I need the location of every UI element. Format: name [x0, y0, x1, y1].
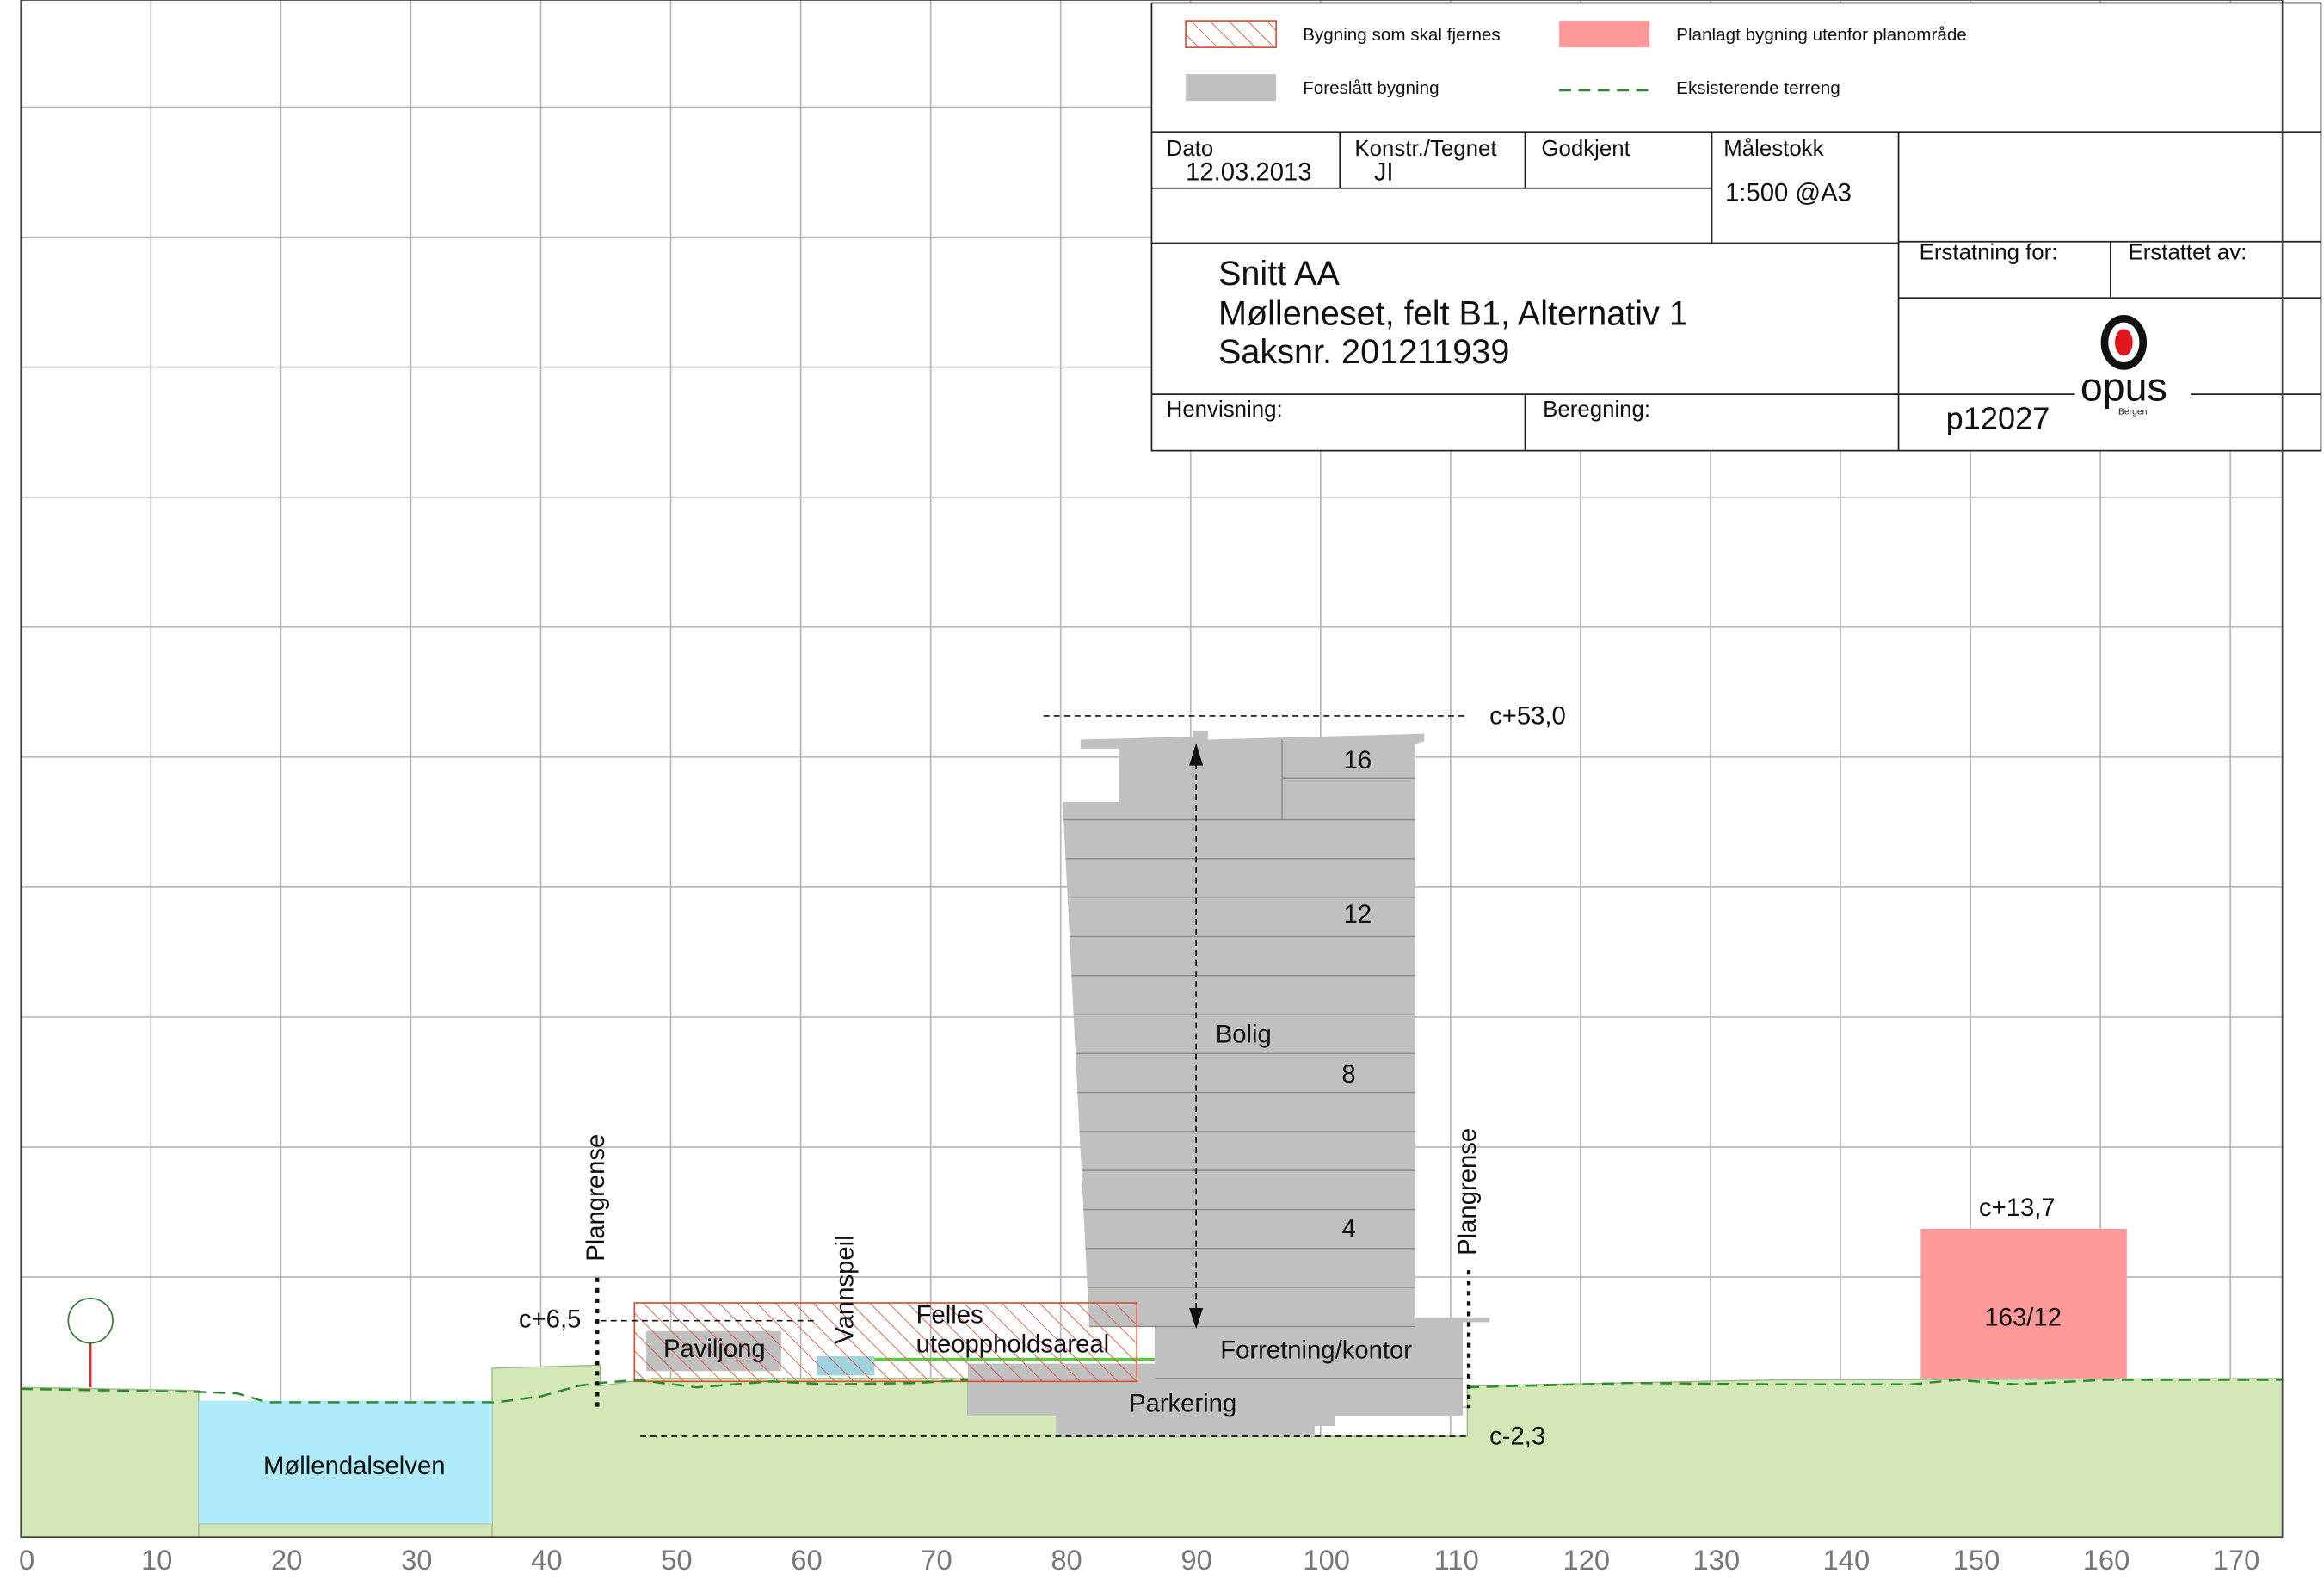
x-tick-label: 0	[19, 1544, 34, 1576]
residential-label: Bolig	[1216, 1021, 1272, 1049]
floor-number: 16	[1344, 746, 1372, 774]
legend-label: Foreslått bygning	[1303, 78, 1439, 98]
legend-gray	[1186, 74, 1277, 102]
field-value: JI	[1374, 157, 1394, 186]
removed-building	[633, 1302, 1138, 1383]
legend-label: Bygning som skal fjernes	[1303, 25, 1501, 45]
height-arrow	[1189, 743, 1204, 1330]
legend-label: Eksisterende terreng	[1676, 78, 1840, 98]
field-label: Erstattet av:	[2129, 240, 2247, 264]
parking-label: Parkering	[1129, 1390, 1236, 1418]
legend-label: Planlagt bygning utenfor planområde	[1676, 25, 1967, 45]
floor-number: 4	[1341, 1214, 1355, 1243]
field-label: Henvisning:	[1167, 398, 1283, 422]
field-value: 12.03.2013	[1186, 157, 1311, 186]
drawing-title: Snitt AA	[1218, 255, 1340, 293]
common-area-label: uteoppholdsareal	[916, 1330, 1110, 1359]
level-label: c+6,5	[519, 1305, 581, 1333]
river	[198, 1400, 492, 1524]
x-tick-label: 80	[1051, 1544, 1082, 1576]
level-label: c-2,3	[1489, 1422, 1545, 1450]
field-value: 1:500 @A3	[1725, 178, 1852, 207]
podium	[967, 1318, 1490, 1437]
x-axis: 0 10 20 30 40 50 60 70 80 90 100 110 120 130 140 150 160…	[19, 1544, 2259, 1576]
x-tick-label: 90	[1180, 1544, 1211, 1576]
legend-hatch	[1185, 20, 1277, 48]
neighbour-level: c+13,7	[1979, 1194, 2056, 1222]
x-tick-label: 40	[531, 1544, 562, 1576]
field-label: Målestokk	[1723, 137, 1823, 161]
field-label: Dato	[1167, 137, 1214, 161]
floor-number: 12	[1344, 900, 1372, 929]
x-tick-label: 50	[661, 1544, 692, 1576]
x-tick-label: 70	[921, 1544, 952, 1576]
x-tick-label: 120	[1563, 1544, 1611, 1576]
tower	[1063, 731, 1425, 1327]
plan-boundary-label: Plangrense	[1453, 1128, 1482, 1256]
x-tick-label: 130	[1693, 1544, 1741, 1576]
level-label: c+53,0	[1489, 701, 1566, 730]
x-tick-label: 140	[1823, 1544, 1871, 1576]
floor-number: 8	[1341, 1060, 1355, 1089]
x-tick-label: 30	[401, 1544, 432, 1576]
x-tick-label: 150	[1953, 1544, 2000, 1576]
x-tick-label: 60	[791, 1544, 822, 1576]
x-tick-label: 10	[141, 1544, 172, 1576]
tree	[67, 1297, 114, 1388]
drawing-title: Saksnr. 201211939	[1218, 333, 1509, 371]
x-tick-label: 170	[2213, 1544, 2260, 1576]
x-tick-label: 100	[1303, 1544, 1350, 1576]
project-number: p12027	[1946, 401, 2050, 436]
logo-text: opus	[2081, 364, 2167, 409]
title-block	[1150, 2, 2322, 452]
x-tick-label: 160	[2083, 1544, 2130, 1576]
plan-boundary-label: Plangrense	[582, 1134, 610, 1262]
legend-pink	[1559, 21, 1650, 48]
logo-sub: Bergen	[2118, 408, 2148, 417]
field-label: Konstr./Tegnet	[1354, 137, 1496, 161]
frame	[20, 0, 2284, 1539]
river-label: Møllendalselven	[263, 1452, 445, 1480]
field-label: Beregning:	[1543, 398, 1650, 422]
neighbour-label: 163/12	[1984, 1304, 2062, 1332]
common-area-label: Felles	[916, 1300, 983, 1329]
field-label: Erstatning for:	[1920, 240, 2058, 264]
x-tick-label: 110	[1434, 1544, 1479, 1576]
existing-terrain	[21, 1379, 2283, 1404]
field-label: Godkjent	[1541, 137, 1630, 161]
x-tick-label: 20	[271, 1544, 302, 1576]
water-mirror-label: Vannspeil	[830, 1235, 859, 1343]
neighbour-building	[1920, 1228, 2127, 1379]
pavilion-label: Paviljong	[663, 1335, 766, 1363]
logo: opus Bergen	[2081, 315, 2167, 417]
floor-lines	[1063, 818, 1416, 1328]
commercial-label: Forretning/kontor	[1220, 1336, 1412, 1365]
drawing-title: Mølleneset, felt B1, Alternativ 1	[1218, 294, 1688, 332]
